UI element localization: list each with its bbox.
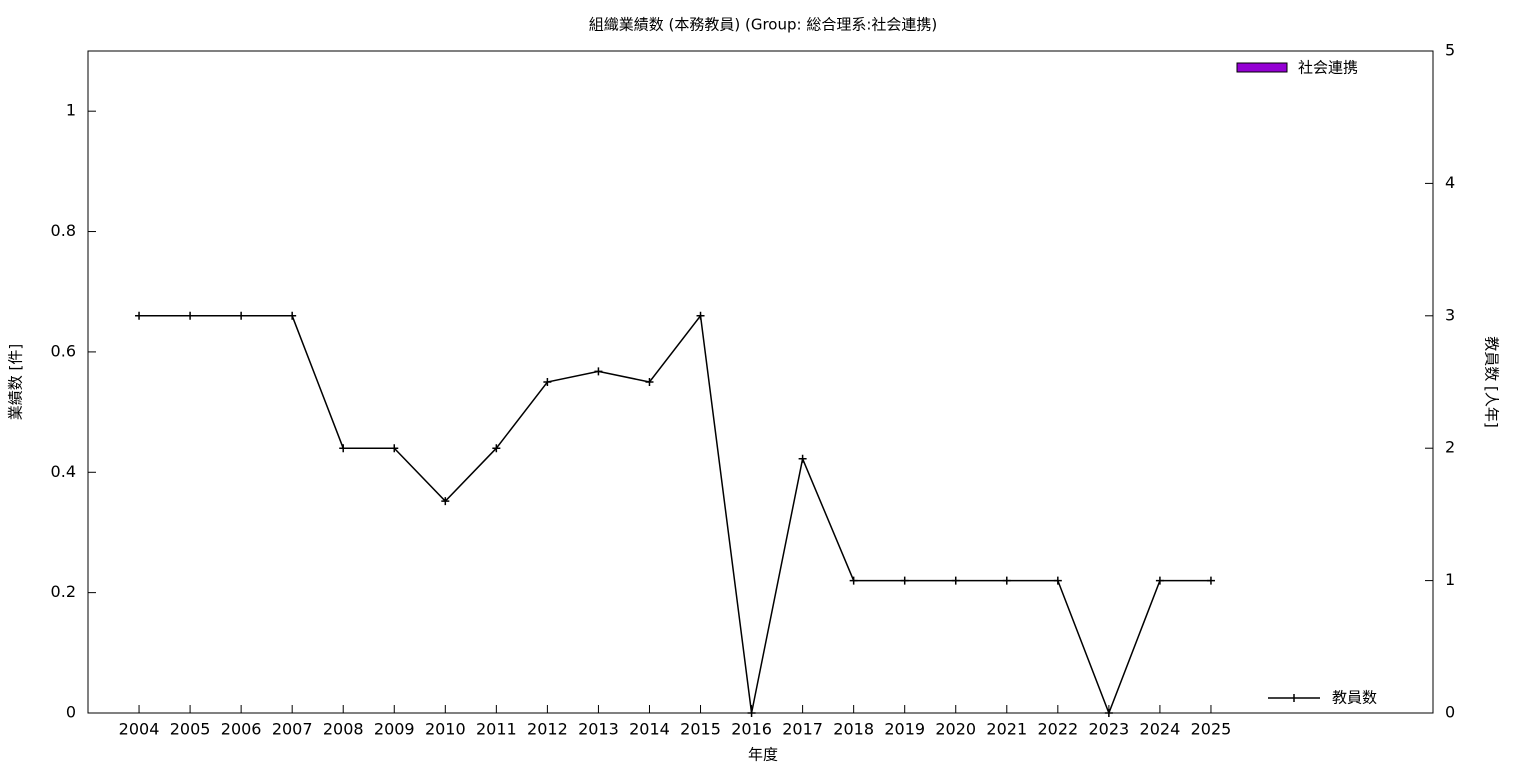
x-tick-label: 2006 [221,720,262,739]
line [139,313,1211,716]
point [390,444,399,453]
y-tick-label: 0.4 [51,462,76,481]
point [1002,576,1011,585]
point [339,444,348,453]
x-tick-label: 2024 [1140,720,1181,739]
y-tick-label: 1 [66,101,76,120]
point [798,454,807,463]
point [747,709,756,717]
legend-label: 教員数 [1332,689,1377,707]
x-tick-label: 2008 [323,720,364,739]
x-tick-label: 2011 [476,720,517,739]
y-tick-label: 0.6 [51,341,76,360]
x-tick-label: 2025 [1191,720,1232,739]
point [492,444,501,453]
x-tick-label: 2005 [170,720,211,739]
x-tick-label: 2007 [272,720,313,739]
y2-tick-label: 4 [1445,173,1455,192]
x-tick-label: 2012 [527,720,568,739]
point [1155,576,1164,585]
point [1206,576,1215,585]
point [288,311,297,320]
chart-title: 組織業績数 (本務教員) (Group: 総合理系:社会連携) [589,16,938,34]
y2-tick-label: 3 [1445,305,1455,324]
point [645,378,654,386]
y2-tick-label: 5 [1445,41,1455,60]
x-tick-label: 2009 [374,720,415,739]
legend-swatch [1268,694,1320,702]
point [696,311,705,320]
point [237,311,246,320]
x-tick-label: 2014 [629,720,670,739]
x-tick-label: 2004 [119,720,160,739]
x-tick-label: 2016 [731,720,772,739]
x-tick-label: 2021 [986,720,1027,739]
y-tick-label: 0.2 [51,582,76,601]
y-axis-label: 業績数 [件] [7,344,25,420]
x-tick-label: 2020 [935,720,976,739]
point [135,311,144,320]
y2-tick-label: 2 [1445,438,1455,457]
point [441,497,450,506]
x-tick-label: 2022 [1037,720,1078,739]
x-axis-label: 年度 [748,746,778,764]
y-tick-label: 0 [66,703,76,722]
x-tick-label: 2017 [782,720,823,739]
y2-tick-label: 0 [1445,703,1455,722]
y2-tick-label: 1 [1445,570,1455,589]
x-tick-label: 2013 [578,720,619,739]
point [186,311,195,320]
legend-swatch [1236,62,1288,73]
x-tick-label: 2018 [833,720,874,739]
x-tick-label: 2019 [884,720,925,739]
point [1104,709,1113,717]
point [543,378,552,386]
plot-frame [87,50,1434,714]
y-tick-label: 0.8 [51,221,76,240]
x-tick-label: 2010 [425,720,466,739]
point [1053,576,1062,585]
x-tick-label: 2015 [680,720,721,739]
point [849,576,858,585]
legend-label: 社会連携 [1298,59,1358,77]
point [900,576,909,585]
point [594,367,603,376]
x-tick-label: 2023 [1089,720,1130,739]
y2-axis-label: 教員数 [人年] [1483,336,1501,427]
point [951,576,960,585]
